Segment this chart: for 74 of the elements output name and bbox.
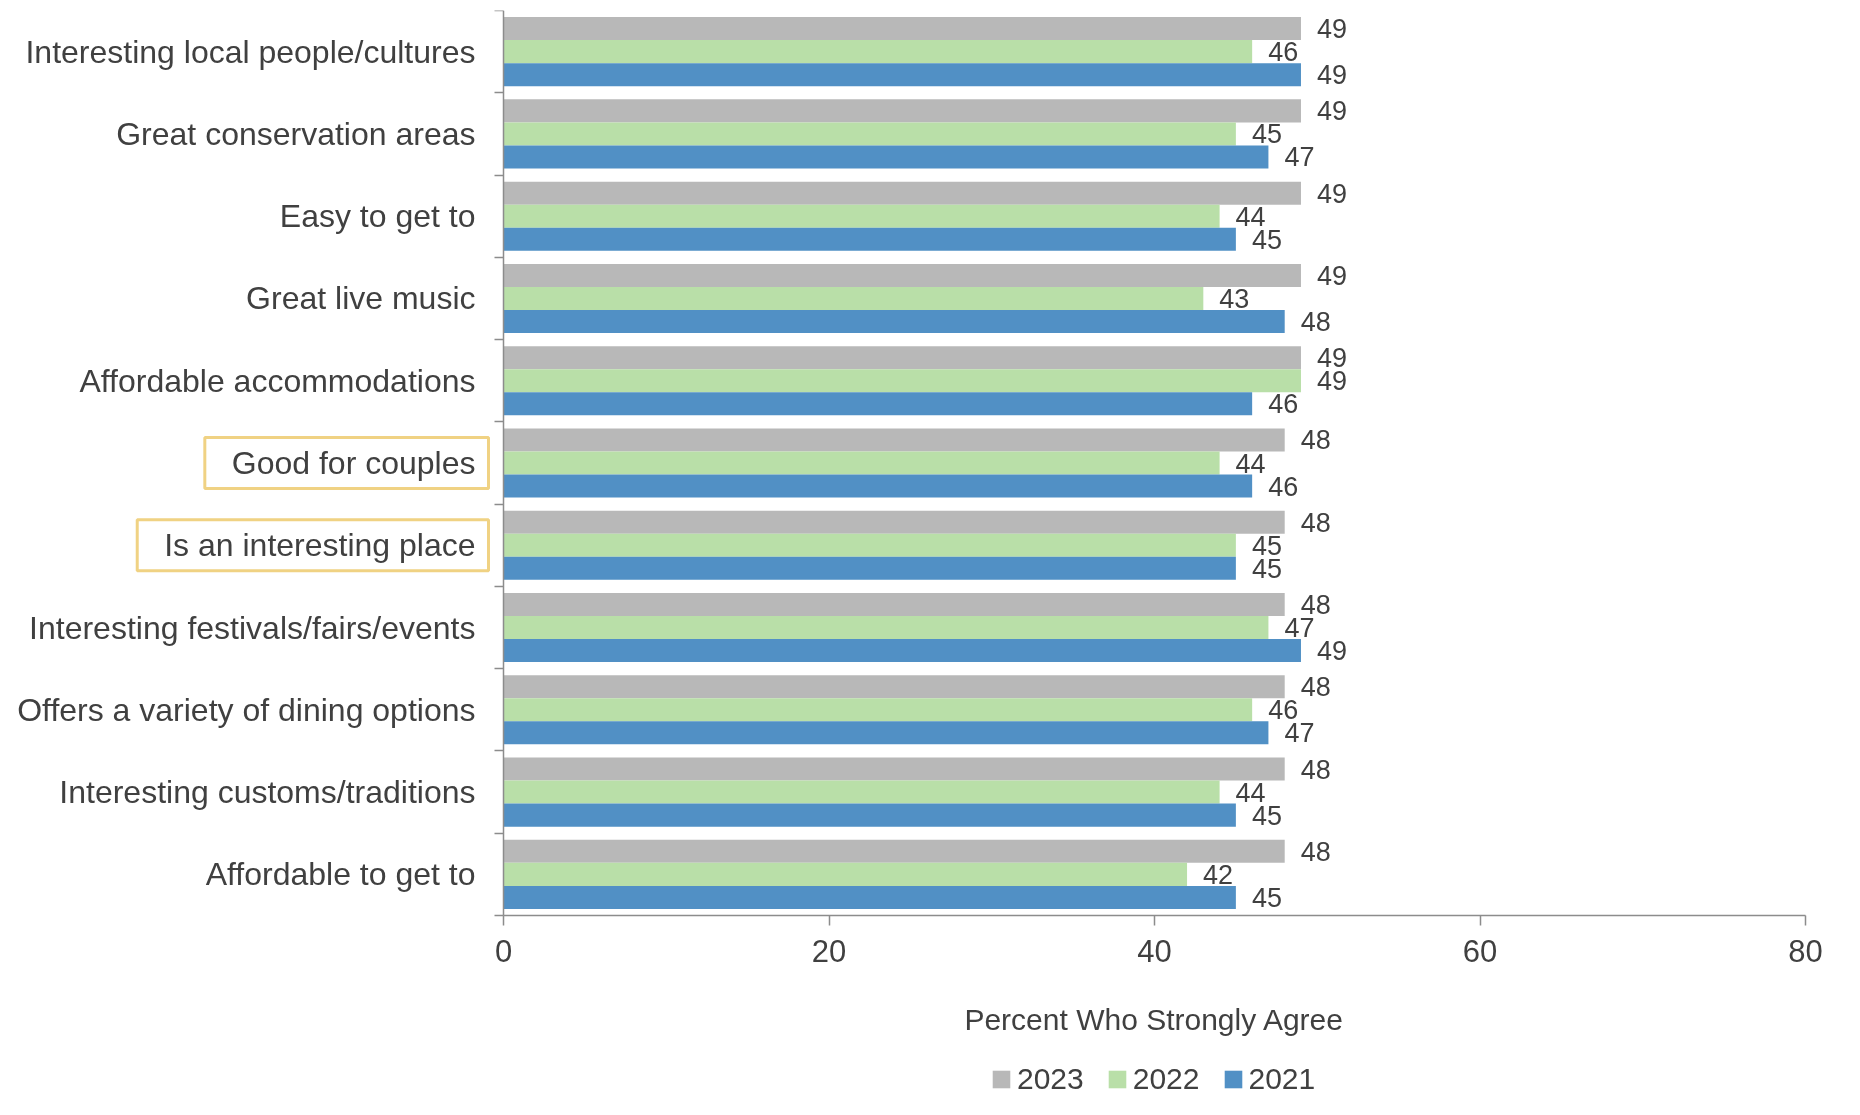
- x-tick-label: 40: [1137, 933, 1172, 969]
- data-label: 49: [1316, 60, 1348, 91]
- legend-label: 2023: [1017, 1062, 1084, 1096]
- bar: [503, 533, 1236, 557]
- bar: [503, 885, 1236, 909]
- data-label: 45: [1251, 882, 1282, 913]
- bar: [503, 428, 1285, 452]
- y-tick-label: Easy to get to: [279, 198, 476, 235]
- legend-label: 2022: [1132, 1062, 1200, 1096]
- bar: [503, 346, 1301, 370]
- y-tick-label: Good for couples: [231, 445, 476, 481]
- bar: [503, 592, 1285, 617]
- bar: [503, 263, 1301, 287]
- bar: [503, 204, 1220, 228]
- bar: [503, 721, 1269, 745]
- data-label: 46: [1268, 389, 1299, 420]
- data-label: 48: [1300, 306, 1331, 337]
- legend-label: 2021: [1248, 1062, 1316, 1096]
- bar: [503, 474, 1253, 498]
- data-label: 48: [1300, 754, 1331, 785]
- data-label: 49: [1316, 178, 1348, 209]
- y-tick-label: Great live music: [246, 280, 476, 317]
- data-label: 49: [1316, 260, 1348, 291]
- x-tick-label: 80: [1788, 933, 1823, 969]
- x-tick-label: 0: [494, 933, 513, 969]
- bar: [503, 99, 1301, 123]
- y-tick-label: Interesting festivals/fairs/events: [29, 609, 476, 646]
- bar: [503, 698, 1253, 722]
- data-label: 48: [1300, 425, 1331, 456]
- bar: [503, 40, 1253, 64]
- data-label: 48: [1300, 672, 1331, 703]
- bar: [503, 839, 1285, 863]
- data-label: 49: [1316, 636, 1348, 667]
- bar: [503, 556, 1236, 580]
- bar: [503, 451, 1220, 475]
- data-label: 42: [1203, 859, 1234, 890]
- y-tick-label: Affordable to get to: [205, 856, 476, 893]
- y-tick-label: Affordable accommodations: [79, 362, 476, 399]
- bar: [503, 862, 1188, 886]
- data-label: 45: [1251, 119, 1282, 150]
- bar: [503, 145, 1269, 169]
- bar: [503, 286, 1204, 310]
- x-tick-label: 20: [811, 933, 847, 969]
- bar: [503, 639, 1301, 663]
- data-label: 43: [1219, 283, 1250, 314]
- bar: [503, 309, 1285, 334]
- bar: [503, 17, 1301, 41]
- data-label: 44: [1235, 448, 1266, 479]
- bar: [503, 616, 1269, 640]
- data-label: 46: [1268, 37, 1299, 68]
- data-label: 49: [1316, 14, 1348, 45]
- y-tick-label: Is an interesting place: [164, 527, 476, 564]
- x-axis-title: Percent Who Strongly Agree: [964, 1002, 1343, 1036]
- data-label: 48: [1300, 836, 1331, 867]
- bar: [503, 181, 1301, 205]
- bar: [503, 675, 1285, 699]
- data-label: 46: [1268, 471, 1299, 502]
- bar: [503, 510, 1285, 534]
- y-tick-label: Interesting local people/cultures: [25, 33, 476, 70]
- y-tick-label: Offers a variety of dining options: [17, 691, 476, 728]
- bar: [503, 63, 1301, 87]
- bar: [503, 122, 1236, 146]
- x-tick-label: 60: [1462, 933, 1498, 969]
- bar: [503, 392, 1253, 416]
- bar: [503, 757, 1285, 781]
- y-tick-label: Great conservation areas: [116, 115, 476, 152]
- data-label: 47: [1284, 142, 1315, 173]
- bar: [503, 803, 1236, 827]
- y-tick-label: Interesting customs/traditions: [59, 774, 476, 811]
- bar: [503, 227, 1236, 251]
- bar: [503, 780, 1220, 804]
- bar: [503, 369, 1301, 393]
- data-label: 48: [1300, 507, 1331, 538]
- data-label: 49: [1316, 96, 1348, 127]
